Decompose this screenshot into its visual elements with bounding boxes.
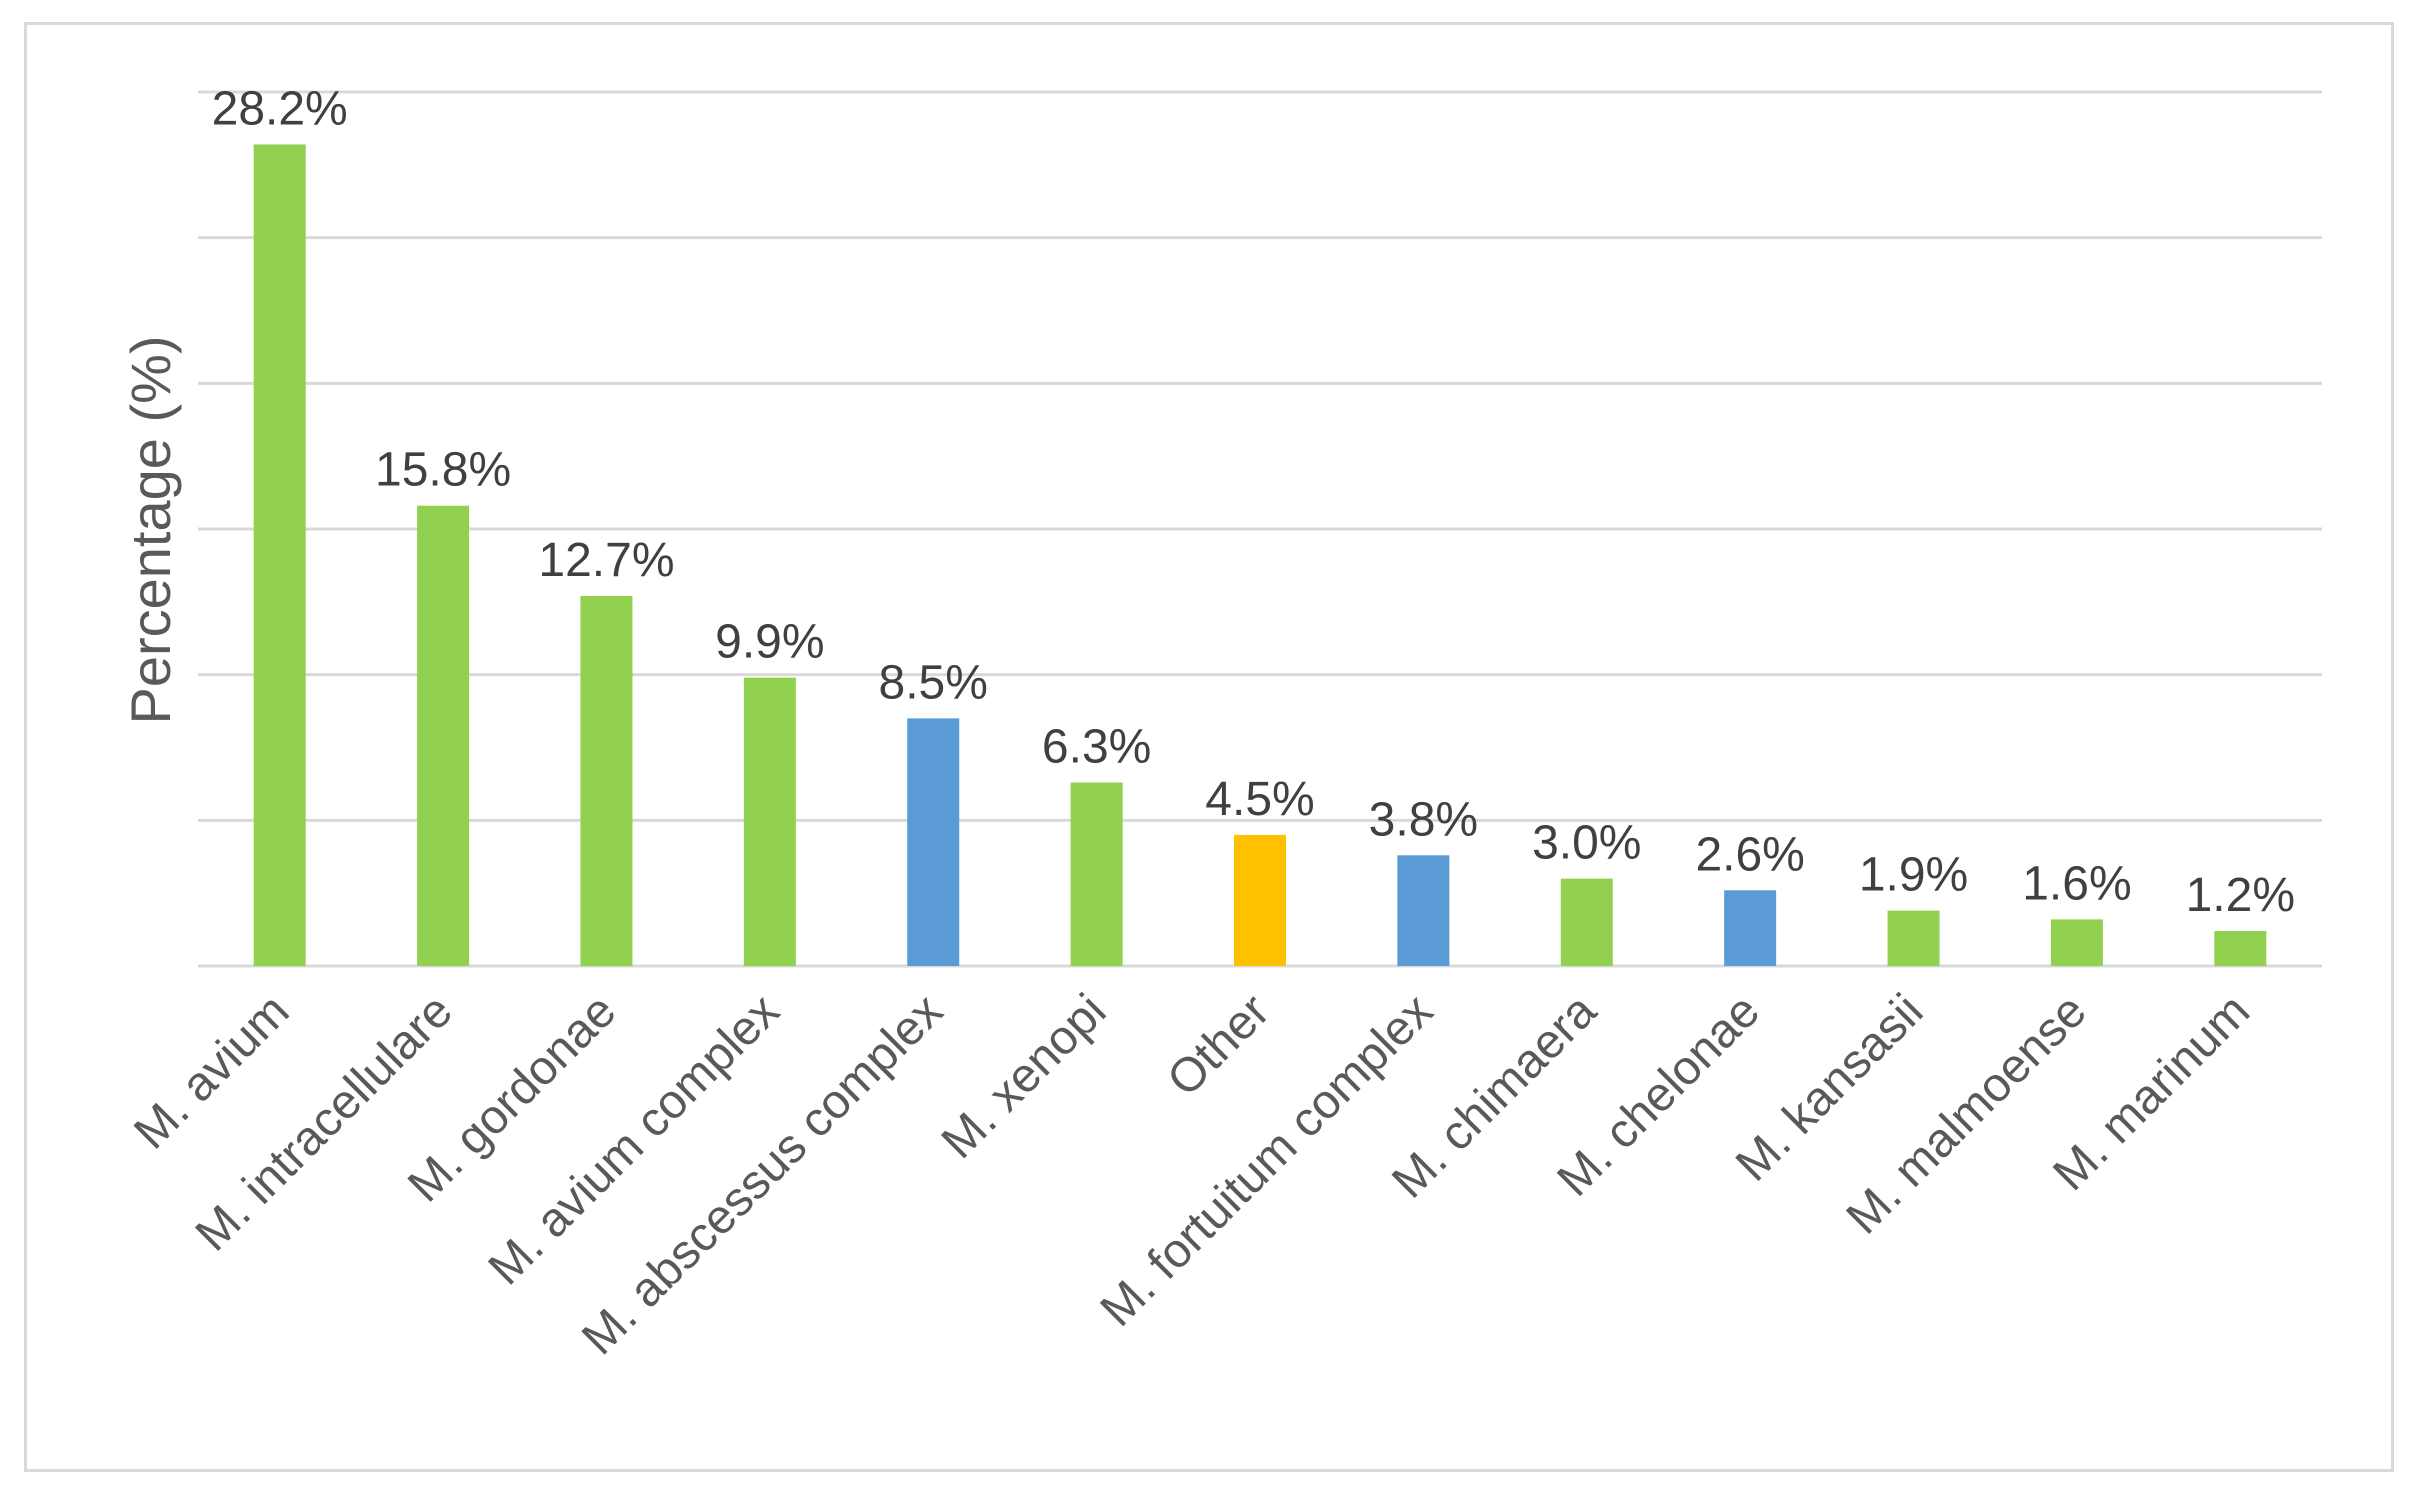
- x-tick-label: Other: [1157, 984, 1279, 1106]
- x-tick-label: M. xenopi: [932, 984, 1117, 1169]
- bar: [253, 144, 306, 966]
- bars: [253, 144, 2267, 966]
- gridlines: [198, 90, 2322, 968]
- x-tick-label: M. fortuitum complex: [1091, 984, 1443, 1336]
- data-label: 3.8%: [1369, 793, 1478, 846]
- data-label: 1.6%: [2022, 857, 2131, 910]
- data-label: 1.2%: [2186, 869, 2295, 922]
- data-label: 2.6%: [1695, 828, 1804, 881]
- bar: [580, 596, 633, 966]
- data-label: 3.0%: [1532, 817, 1641, 870]
- bar: [2214, 931, 2267, 966]
- y-axis-title: Percentage (%): [119, 335, 182, 724]
- bar: [907, 718, 960, 966]
- x-tick-label: M. avium complex: [479, 984, 790, 1295]
- bar: [743, 677, 796, 966]
- bar: [2050, 919, 2103, 966]
- x-tick-label: M. avium: [124, 984, 299, 1159]
- data-label: 15.8%: [375, 444, 511, 497]
- bar: [1560, 878, 1613, 966]
- data-label: 1.9%: [1859, 849, 1968, 902]
- data-labels: 28.2% 15.8% 12.7% 9.9% 8.5% 6.3% 4.5% 3.8% 3.0% 2…: [212, 82, 2295, 922]
- bar: [1887, 910, 1940, 966]
- bar: [1070, 782, 1123, 966]
- bar: [1397, 855, 1450, 966]
- bar: [1724, 890, 1777, 966]
- data-label: 28.2%: [212, 82, 348, 135]
- bar: [417, 505, 470, 966]
- data-label: 12.7%: [538, 534, 674, 587]
- data-label: 9.9%: [715, 616, 824, 669]
- data-label: 8.5%: [879, 656, 988, 709]
- data-label: 4.5%: [1205, 773, 1314, 826]
- data-label: 6.3%: [1042, 720, 1151, 773]
- bar: [1234, 834, 1286, 966]
